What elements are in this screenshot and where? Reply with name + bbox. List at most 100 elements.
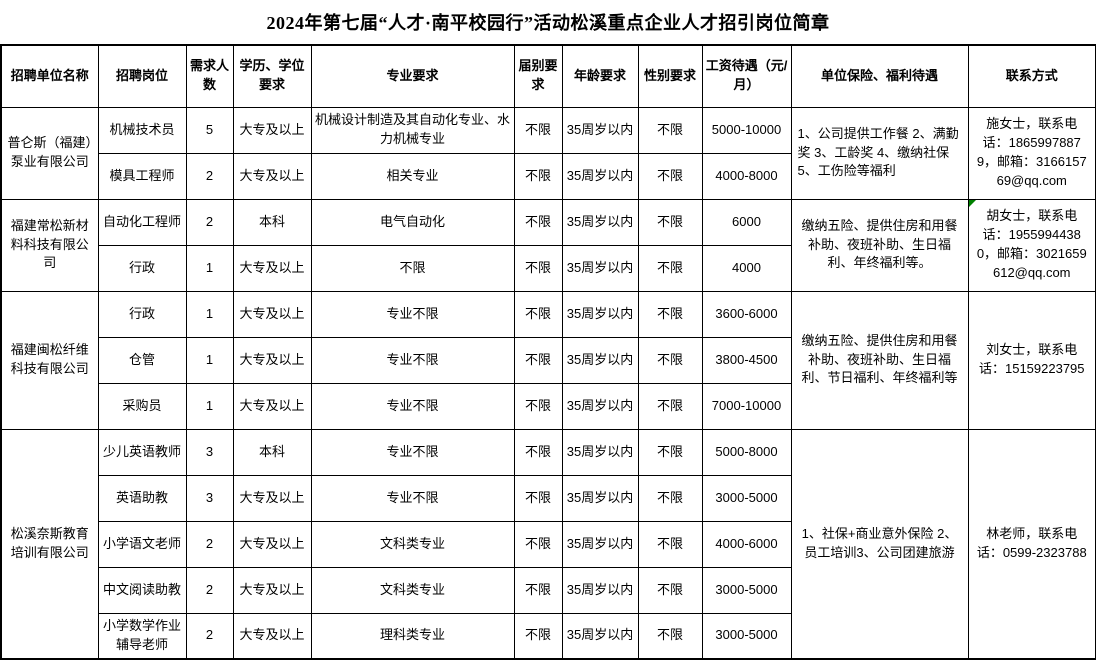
headcount-cell: 5 [185, 106, 234, 154]
column-header: 招聘单位名称 [0, 44, 99, 108]
major-cell: 专业不限 [310, 336, 515, 384]
table-row: 小学数学作业辅导老师 2 大专及以上 理科类专业 不限 35周岁以内 不限 3000-5000 [1, 612, 1096, 660]
table-row: 普仑斯（福建）泵业有限公司 机械技术员 5 大专及以上 机械设计制造及其自动化专业、水力… [0, 106, 1096, 200]
contact-text: 刘女士，联系电话：15159223795 [978, 342, 1085, 376]
age-requirement-cell: 35周岁以内 [561, 566, 639, 614]
table-row: 福建常松新材料科技有限公司 自动化工程师 2 本科 电气自动化 不限 35周岁以内 不限 600… [0, 198, 1096, 292]
class-requirement-cell: 不限 [513, 152, 563, 200]
education-cell: 大专及以上 [232, 382, 312, 430]
headcount-cell: 2 [185, 152, 234, 200]
position-title-cell: 行政 [97, 290, 187, 338]
class-requirement-cell: 不限 [513, 612, 563, 660]
green-corner-marker-icon [969, 200, 976, 207]
headcount-cell: 1 [185, 290, 234, 338]
education-cell: 本科 [232, 198, 312, 246]
salary-cell: 3800-4500 [701, 336, 792, 384]
position-title-cell: 行政 [97, 244, 187, 292]
gender-requirement-cell: 不限 [637, 152, 703, 200]
gender-requirement-cell: 不限 [637, 474, 703, 522]
class-requirement-cell: 不限 [513, 290, 563, 338]
table-row: 行政 1 大专及以上 不限 不限 35周岁以内 不限 4000 [1, 244, 1096, 292]
welfare-cell: 缴纳五险、提供住房和用餐补助、夜班补助、生日福利、节日福利、年终福利等 [790, 290, 969, 430]
class-requirement-cell: 不限 [513, 106, 563, 154]
salary-cell: 4000-6000 [701, 520, 792, 568]
position-title-cell: 仓管 [97, 336, 187, 384]
table-row: 英语助教 3 大专及以上 专业不限 不限 35周岁以内 不限 3000-5000 [1, 474, 1096, 522]
age-requirement-cell: 35周岁以内 [561, 382, 639, 430]
company-name-cell: 福建闽松纤维科技有限公司 [0, 290, 99, 430]
headcount-cell: 1 [185, 382, 234, 430]
headcount-cell: 2 [185, 198, 234, 246]
age-requirement-cell: 35周岁以内 [561, 290, 639, 338]
position-title-cell: 少儿英语教师 [97, 428, 187, 476]
salary-cell: 3000-5000 [701, 612, 792, 660]
class-requirement-cell: 不限 [513, 566, 563, 614]
contact-cell: 胡女士，联系电话：19559944380，邮箱：3021659612@qq.co… [967, 198, 1096, 292]
headcount-cell: 2 [185, 566, 234, 614]
position-title-cell: 中文阅读助教 [97, 566, 187, 614]
education-cell: 大专及以上 [232, 290, 312, 338]
age-requirement-cell: 35周岁以内 [561, 198, 639, 246]
table-row: 松溪奈斯教育培训有限公司 少儿英语教师 3 本科 专业不限 不限 35周岁以内 不限 5000-… [0, 428, 1096, 660]
column-header: 招聘岗位 [97, 44, 187, 108]
age-requirement-cell: 35周岁以内 [561, 520, 639, 568]
age-requirement-cell: 35周岁以内 [561, 428, 639, 476]
major-cell: 不限 [310, 244, 515, 292]
education-cell: 大专及以上 [232, 566, 312, 614]
headcount-cell: 1 [185, 336, 234, 384]
major-cell: 文科类专业 [310, 520, 515, 568]
contact-text: 胡女士，联系电话：19559944380，邮箱：3021659612@qq.co… [976, 208, 1087, 280]
class-requirement-cell: 不限 [513, 520, 563, 568]
major-cell: 专业不限 [310, 382, 515, 430]
education-cell: 大专及以上 [232, 152, 312, 200]
column-header: 年龄要求 [561, 44, 639, 108]
class-requirement-cell: 不限 [513, 382, 563, 430]
class-requirement-cell: 不限 [513, 336, 563, 384]
table-row: 模具工程师 2 大专及以上 相关专业 不限 35周岁以内 不限 4000-8000 [1, 152, 1096, 200]
gender-requirement-cell: 不限 [637, 566, 703, 614]
class-requirement-cell: 不限 [513, 244, 563, 292]
contact-text: 施女士，联系电话：18659978879，邮箱：316615769@qq.com [976, 116, 1087, 188]
major-cell: 相关专业 [310, 152, 515, 200]
education-cell: 大专及以上 [232, 520, 312, 568]
age-requirement-cell: 35周岁以内 [561, 474, 639, 522]
gender-requirement-cell: 不限 [637, 612, 703, 660]
position-title-cell: 自动化工程师 [97, 198, 187, 246]
contact-cell: 刘女士，联系电话：15159223795 [967, 290, 1096, 430]
salary-cell: 3000-5000 [701, 474, 792, 522]
class-requirement-cell: 不限 [513, 474, 563, 522]
education-cell: 本科 [232, 428, 312, 476]
column-header: 单位保险、福利待遇 [790, 44, 969, 108]
education-cell: 大专及以上 [232, 336, 312, 384]
company-name-cell: 福建常松新材料科技有限公司 [0, 198, 99, 292]
contact-text: 林老师，联系电话：0599-2323788 [976, 525, 1087, 560]
education-cell: 大专及以上 [232, 106, 312, 154]
salary-cell: 3000-5000 [701, 566, 792, 614]
salary-cell: 5000-10000 [701, 106, 792, 154]
gender-requirement-cell: 不限 [637, 106, 703, 154]
salary-cell: 5000-8000 [701, 428, 792, 476]
major-cell: 专业不限 [310, 290, 515, 338]
gender-requirement-cell: 不限 [637, 336, 703, 384]
gender-requirement-cell: 不限 [637, 198, 703, 246]
salary-cell: 6000 [701, 198, 792, 246]
salary-cell: 4000-8000 [701, 152, 792, 200]
table-row: 中文阅读助教 2 大专及以上 文科类专业 不限 35周岁以内 不限 3000-5000 [1, 566, 1096, 614]
position-title-cell: 小学数学作业辅导老师 [97, 612, 187, 660]
salary-cell: 4000 [701, 244, 792, 292]
major-cell: 文科类专业 [310, 566, 515, 614]
headcount-cell: 3 [185, 474, 234, 522]
class-requirement-cell: 不限 [513, 198, 563, 246]
column-header: 性别要求 [637, 44, 703, 108]
salary-cell: 3600-6000 [701, 290, 792, 338]
position-title-cell: 模具工程师 [97, 152, 187, 200]
education-cell: 大专及以上 [232, 474, 312, 522]
salary-cell: 7000-10000 [701, 382, 792, 430]
column-header: 工资待遇（元/月） [701, 44, 792, 108]
recruitment-table: 招聘单位名称 招聘岗位 需求人数 学历、学位要求 专业要求 届别要求 年龄要求 性别要求 工资待… [0, 44, 1096, 660]
column-header: 专业要求 [310, 44, 515, 108]
table-row: 福建闽松纤维科技有限公司 行政 1 大专及以上 专业不限 不限 35周岁以内 不限 3600-6… [0, 290, 1096, 430]
age-requirement-cell: 35周岁以内 [561, 336, 639, 384]
column-header: 学历、学位要求 [232, 44, 312, 108]
column-header: 届别要求 [513, 44, 563, 108]
